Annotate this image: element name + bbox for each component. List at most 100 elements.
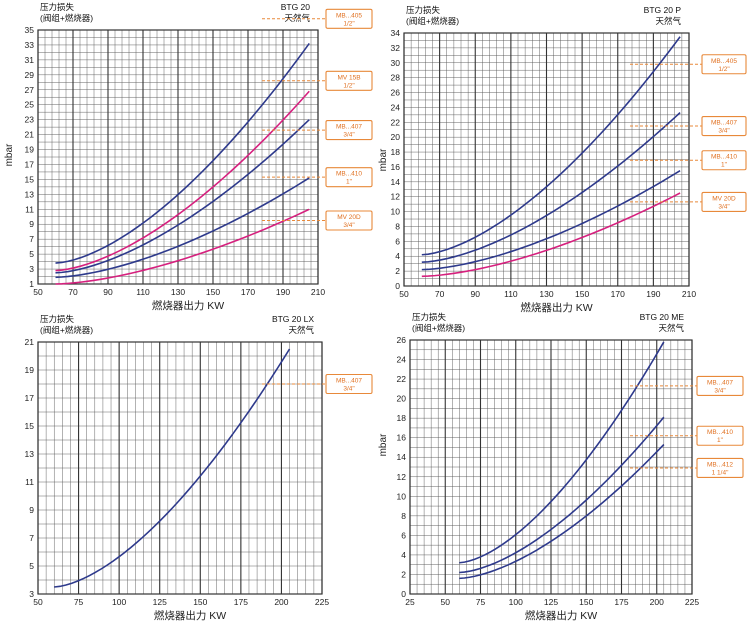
y-tick-label: 2 <box>395 266 400 276</box>
x-tick-label: 190 <box>646 289 660 299</box>
x-tick-label: 150 <box>579 597 593 607</box>
y-tick-label: 0 <box>395 281 400 291</box>
chart-4: 25 50 75 100 125 150 175 200 2250246810121416182… <box>378 312 744 622</box>
y-tick-label: 8 <box>395 221 400 231</box>
y-tick-label: 18 <box>397 413 407 423</box>
series-line <box>421 112 681 263</box>
y-tick-label: 19 <box>25 365 35 375</box>
chart-title-left: 压力损失 <box>40 314 75 324</box>
series-label-box <box>325 210 373 231</box>
x-tick-label: 150 <box>206 287 220 297</box>
y-tick-label: 2 <box>401 569 406 579</box>
series-label-name: MB...407 <box>711 120 737 127</box>
series-line <box>459 443 665 580</box>
chart-subtitle-left: (阀组+燃烧器) <box>40 325 93 335</box>
y-tick-label: 0 <box>401 589 406 599</box>
x-tick-label: 75 <box>476 597 486 607</box>
chart-subtitle-right: 天然气 <box>658 323 684 333</box>
series-label-box <box>696 425 744 446</box>
x-tick-label: 225 <box>315 597 329 607</box>
chart-subtitle-right: 天然气 <box>655 16 681 26</box>
y-tick-label: 15 <box>25 421 35 431</box>
y-tick-label: 20 <box>391 132 401 142</box>
x-axis-label: 燃烧器出力 KW <box>525 609 597 622</box>
y-tick-label: 13 <box>25 449 35 459</box>
plot-frame <box>409 339 693 595</box>
x-tick-label: 50 <box>33 597 43 607</box>
x-tick-label: 200 <box>650 597 664 607</box>
y-tick-label: 13 <box>25 189 35 199</box>
y-tick-label: 30 <box>391 58 401 68</box>
x-tick-label: 50 <box>441 597 451 607</box>
series-label-name: MB...407 <box>336 124 362 131</box>
x-tick-label: 25 <box>405 597 415 607</box>
y-tick-label: 20 <box>397 394 407 404</box>
series-line <box>421 36 681 256</box>
chart-title-right: BTG 20 <box>281 2 311 12</box>
x-axis-label: 燃烧器出力 KW <box>154 609 226 622</box>
series-label-size: 1/2" <box>718 66 730 73</box>
chart-title-right: BTG 20 LX <box>272 314 314 324</box>
series-label-name: MB...410 <box>711 154 737 161</box>
plot-frame <box>403 32 690 287</box>
x-tick-label: 150 <box>193 597 207 607</box>
series-label-box <box>701 115 747 137</box>
series-label-size: 1/2" <box>343 82 355 89</box>
series-label-name: MV 20D <box>712 195 736 202</box>
x-tick-label: 190 <box>276 287 290 297</box>
y-tick-label: 11 <box>25 477 34 487</box>
x-tick-label: 70 <box>68 287 78 297</box>
x-tick-label: 90 <box>471 289 481 299</box>
x-tick-label: 110 <box>136 287 150 297</box>
y-tick-label: 23 <box>25 115 35 125</box>
x-tick-label: 100 <box>509 597 523 607</box>
y-tick-label: 16 <box>391 162 401 172</box>
x-tick-label: 75 <box>74 597 84 607</box>
y-tick-label: 21 <box>25 337 35 347</box>
y-tick-label: 19 <box>25 145 35 155</box>
y-tick-label: 28 <box>391 73 401 83</box>
y-tick-label: 26 <box>391 88 401 98</box>
series-label-size: 1 1/4" <box>712 469 729 476</box>
y-tick-label: 21 <box>25 130 35 140</box>
x-tick-label: 125 <box>544 597 558 607</box>
x-tick-label: 100 <box>112 597 126 607</box>
y-axis-label: mbar <box>4 143 15 166</box>
series-line <box>55 208 310 285</box>
y-tick-label: 24 <box>397 355 407 365</box>
series-label-name: MB...407 <box>336 378 362 385</box>
series-label-size: 1" <box>717 437 724 444</box>
chart-subtitle-right: 天然气 <box>288 325 314 335</box>
y-tick-label: 24 <box>391 102 401 112</box>
y-tick-label: 7 <box>29 533 34 543</box>
y-tick-label: 29 <box>25 70 35 80</box>
series-line <box>55 177 310 279</box>
x-tick-label: 70 <box>435 289 445 299</box>
series-label-box <box>325 8 373 29</box>
y-tick-label: 27 <box>25 85 35 95</box>
x-tick-label: 125 <box>153 597 167 607</box>
x-tick-label: 150 <box>575 289 589 299</box>
series-label-box <box>701 150 747 171</box>
series-label-box <box>325 373 373 395</box>
series-label-name: MB...405 <box>336 12 362 19</box>
series-line <box>55 119 310 274</box>
series-label-name: MB...405 <box>711 58 737 65</box>
y-tick-label: 6 <box>395 236 400 246</box>
series-label-name: MB...410 <box>707 429 733 436</box>
chart-subtitle-left: (阀组+燃烧器) <box>40 13 93 23</box>
y-tick-label: 35 <box>25 25 35 35</box>
y-tick-label: 10 <box>391 207 401 217</box>
plot-frame <box>37 29 319 285</box>
x-tick-label: 210 <box>311 287 325 297</box>
x-axis-label: 燃烧器出力 KW <box>520 301 592 314</box>
series-label-box <box>696 375 744 396</box>
y-tick-label: 9 <box>29 219 34 229</box>
y-tick-label: 8 <box>401 511 406 521</box>
series-label-size: 3/4" <box>718 128 730 135</box>
y-tick-label: 3 <box>29 264 34 274</box>
series-label-size: 3/4" <box>718 203 730 210</box>
series-label-size: 3/4" <box>343 386 355 393</box>
x-tick-label: 175 <box>234 597 248 607</box>
y-tick-label: 12 <box>397 472 407 482</box>
